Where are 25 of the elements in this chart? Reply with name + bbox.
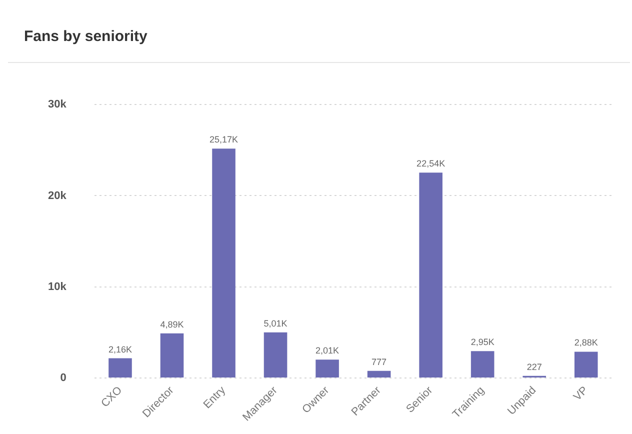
bar	[574, 352, 598, 378]
y-tick-label: 10k	[48, 280, 68, 293]
bar	[212, 148, 236, 378]
data-label: 777	[372, 356, 387, 367]
bar	[316, 360, 339, 378]
x-tick-label: VP	[572, 384, 590, 404]
bar	[470, 351, 494, 378]
y-tick-label: 0	[60, 372, 66, 384]
data-label: 4,89K	[160, 319, 184, 330]
data-label: 2,88K	[574, 338, 598, 348]
chart-title: Fans by seniority	[24, 28, 148, 45]
bar	[264, 332, 288, 378]
bar	[160, 333, 184, 378]
data-label: 22,54K	[416, 158, 446, 169]
data-label: 2,16K	[108, 344, 132, 354]
data-label: 5,01K	[264, 318, 288, 328]
data-label: 25,17K	[210, 134, 238, 145]
data-label: 2,95K	[470, 337, 494, 348]
bar	[367, 370, 391, 378]
data-label: 227	[526, 362, 542, 372]
y-tick-label: 20k	[48, 190, 68, 202]
data-label: 2,01K	[316, 346, 340, 356]
y-tick-label: 30k	[48, 98, 68, 111]
bar	[419, 172, 442, 378]
bar	[108, 358, 132, 378]
